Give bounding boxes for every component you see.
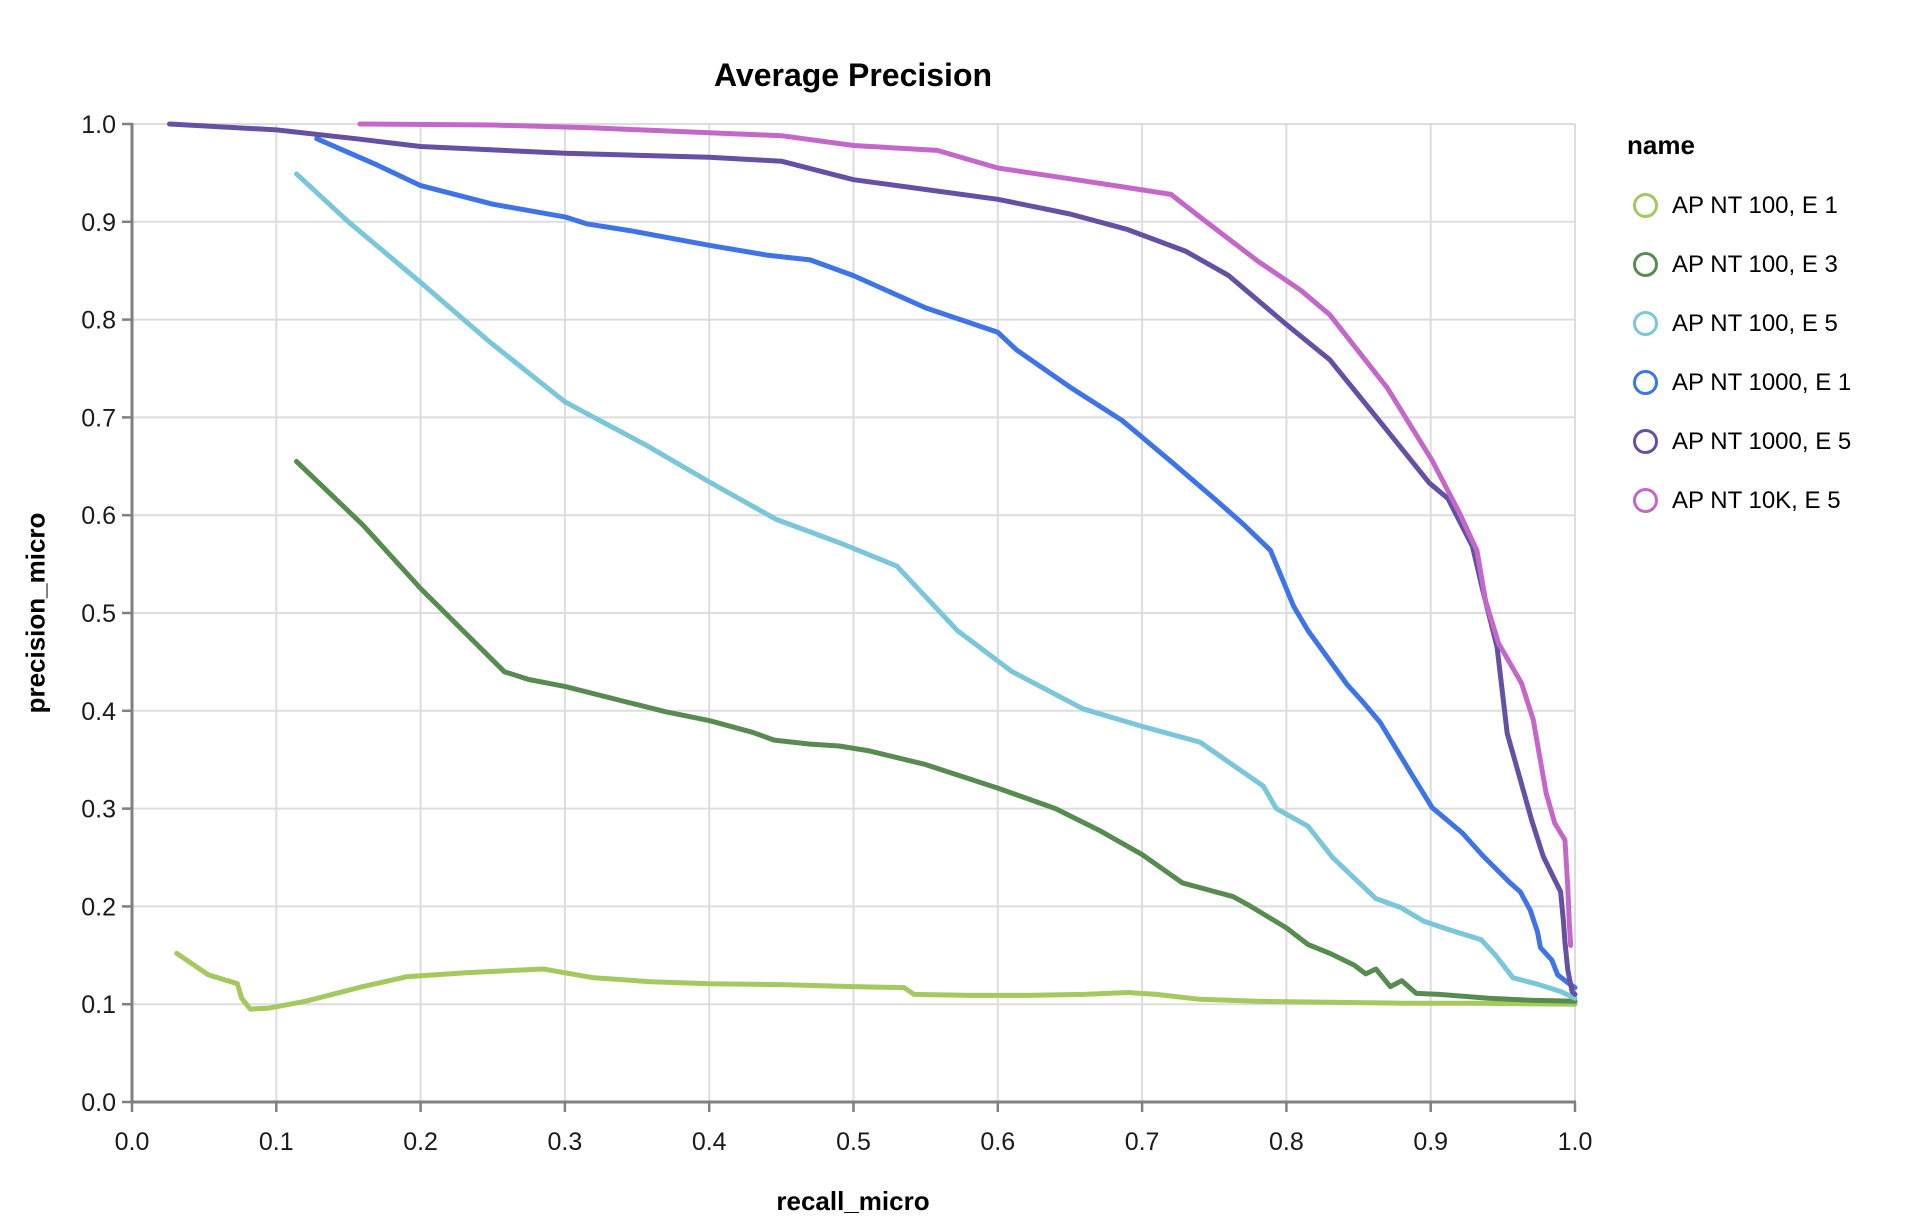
- x-tick-label: 0.7: [1125, 1128, 1160, 1156]
- chart-title: Average Precision: [713, 57, 993, 93]
- series-line-ap-nt-100-e-3: [294, 458, 1578, 1004]
- legend-ring-icon: [1633, 252, 1658, 277]
- x-tick-label: 0.3: [548, 1128, 583, 1156]
- legend-ring-icon: [1633, 488, 1658, 513]
- legend-item-label: AP NT 1000, E 1: [1672, 368, 1852, 396]
- legend-ring-icon: [1633, 370, 1658, 395]
- y-tick-label: 0.4: [81, 698, 116, 726]
- series-line-ap-nt-10k-e-5: [357, 121, 1574, 948]
- legend-ring-icon: [1633, 311, 1658, 336]
- x-tick-label: 0.6: [980, 1128, 1015, 1156]
- y-tick-label: 0.3: [81, 796, 116, 824]
- legend-item: AP NT 1000, E 5: [1627, 412, 1851, 471]
- series-line-ap-nt-100-e-1: [174, 950, 1578, 1012]
- x-tick-label: 0.2: [403, 1128, 438, 1156]
- legend-ring-icon: [1633, 429, 1658, 454]
- series-line-ap-nt-1000-e-5: [167, 121, 1578, 997]
- legend-item: AP NT 100, E 5: [1627, 294, 1851, 353]
- y-tick-label: 0.6: [81, 502, 116, 530]
- y-tick-label: 0.5: [81, 600, 116, 628]
- legend-item-label: AP NT 1000, E 5: [1672, 427, 1852, 455]
- legend-title: name: [1627, 130, 1695, 160]
- x-tick-label: 0.5: [836, 1128, 871, 1156]
- legend-item: AP NT 10K, E 5: [1627, 471, 1851, 530]
- y-tick-label: 1.0: [81, 111, 116, 139]
- x-tick-label: 0.4: [692, 1128, 727, 1156]
- legend-item: AP NT 1000, E 1: [1627, 353, 1851, 412]
- series-line-ap-nt-1000-e-1: [314, 136, 1578, 991]
- y-tick-label: 0.0: [81, 1089, 116, 1117]
- y-tick-label: 0.2: [81, 893, 116, 921]
- y-axis-title: precision_micro: [20, 512, 51, 714]
- x-tick-label: 0.8: [1269, 1128, 1304, 1156]
- legend-item: AP NT 100, E 1: [1627, 176, 1851, 235]
- y-tick-label: 0.7: [81, 404, 116, 432]
- x-axis-title: recall_micro: [776, 1186, 930, 1216]
- legend-ring-icon: [1633, 193, 1658, 218]
- legend-item-label: AP NT 10K, E 5: [1672, 486, 1841, 514]
- y-tick-label: 0.1: [81, 991, 116, 1019]
- x-tick-label: 0.0: [115, 1128, 150, 1156]
- y-tick-label: 0.9: [81, 209, 116, 237]
- x-tick-label: 0.1: [259, 1128, 294, 1156]
- series-line-ap-nt-100-e-5: [294, 171, 1578, 1001]
- legend-item: AP NT 100, E 3: [1627, 235, 1851, 294]
- legend-item-label: AP NT 100, E 1: [1672, 191, 1838, 219]
- y-tick-label: 0.8: [81, 307, 116, 335]
- legend: name AP NT 100, E 1 AP NT 100, E 3 AP NT…: [1627, 130, 1851, 530]
- legend-item-label: AP NT 100, E 5: [1672, 309, 1838, 337]
- x-tick-label: 0.9: [1413, 1128, 1448, 1156]
- legend-item-label: AP NT 100, E 3: [1672, 250, 1838, 278]
- x-tick-label: 1.0: [1558, 1128, 1593, 1156]
